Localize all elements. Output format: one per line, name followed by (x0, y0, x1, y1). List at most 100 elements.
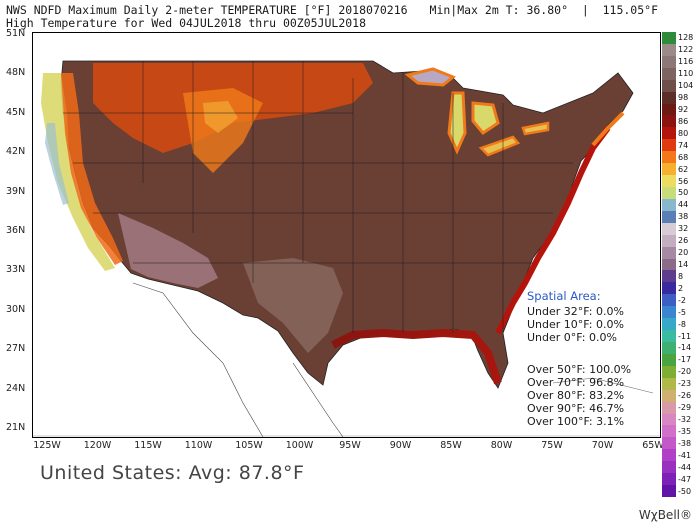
legend-swatch (662, 187, 676, 199)
legend-entry: -23 (662, 377, 698, 390)
legend-label: -38 (678, 438, 692, 448)
min-max-readout: Min|Max 2m T: 36.80° | 115.05°F (429, 3, 658, 17)
california-orange (61, 73, 123, 265)
legend-entry: 8 (662, 270, 698, 283)
legend-entry: 74 (662, 139, 698, 152)
lon-label: 115W (134, 440, 162, 451)
legend-entry: 86 (662, 115, 698, 128)
legend-label: 92 (678, 104, 689, 114)
legend-swatch (662, 473, 676, 486)
lon-label: 120W (83, 440, 112, 451)
legend-swatch (662, 401, 676, 414)
legend-swatch (662, 151, 676, 164)
stat-under-32: Under 32°F: 0.0% (527, 305, 624, 318)
lon-label: 95W (339, 440, 361, 451)
gulf-coast-band (331, 328, 502, 385)
lake-erie (478, 135, 521, 157)
legend-entry: 50 (662, 187, 698, 199)
legend-entry: -50 (662, 485, 698, 497)
legend-label: 80 (678, 128, 689, 138)
legend-label: 62 (678, 164, 689, 174)
legend-swatch (662, 461, 676, 474)
lon-label: 85W (440, 440, 462, 451)
legend-label: 74 (678, 140, 689, 150)
legend-entry: 92 (662, 103, 698, 116)
texas-region (243, 258, 343, 353)
legend-entry: 44 (662, 198, 698, 211)
legend-entry: 80 (662, 127, 698, 140)
legend-entry: -5 (662, 306, 698, 319)
legend-swatch (662, 413, 676, 426)
legend-entry: 14 (662, 258, 698, 271)
legend-label: 50 (678, 188, 689, 198)
legend-entry: -11 (662, 330, 698, 342)
legend-entry: -8 (662, 318, 698, 331)
pacific-coast-cool (41, 73, 115, 271)
legend-swatch (662, 139, 676, 152)
legend-swatch (662, 425, 676, 438)
legend-entry: -14 (662, 342, 698, 354)
legend-entry: 32 (662, 222, 698, 235)
legend-label: 86 (678, 116, 689, 126)
legend-label: 68 (678, 152, 689, 162)
legend-label: 38 (678, 212, 689, 222)
stat-over-50: Over 50°F: 100.0% (527, 363, 632, 376)
legend-swatch (662, 389, 676, 402)
legend-label: 8 (678, 271, 684, 281)
legend-swatch (662, 79, 676, 92)
legend-swatch (662, 330, 676, 342)
lon-label: 70W (591, 440, 614, 451)
legend-entry: -35 (662, 425, 698, 438)
lat-label: 27N (6, 343, 26, 355)
lat-label: 42N (6, 146, 26, 158)
mexico-east-coastline (292, 362, 344, 437)
lon-label: 65W (642, 440, 664, 451)
legend-swatch (662, 437, 676, 450)
legend-label: -35 (678, 426, 692, 436)
legend-swatch (662, 485, 676, 497)
atlantic-coast-band (495, 126, 611, 335)
legend-swatch (662, 32, 676, 44)
map-subtitle: High Temperature for Wed 04JUL2018 thru … (6, 16, 367, 30)
lat-label: 24N (6, 382, 26, 394)
legend-label: -14 (678, 343, 692, 353)
legend-entry: 122 (662, 43, 698, 56)
lat-label: 48N (6, 67, 26, 79)
legend-entry: -29 (662, 401, 698, 414)
legend-swatch (662, 306, 676, 319)
legend-swatch (662, 294, 676, 307)
legend-label: -20 (678, 367, 692, 377)
stat-over-70: Over 70°F: 96.8% (527, 376, 625, 389)
new-england-coast (591, 111, 625, 147)
legend-entry: 98 (662, 91, 698, 104)
legend-swatch (662, 67, 676, 80)
legend-entry: -26 (662, 389, 698, 402)
legend-entry: -41 (662, 449, 698, 462)
lake-ontario (521, 121, 550, 136)
lat-label: 36N (6, 225, 26, 236)
temperature-legend: 128 122 116 110 104 98 92 86 80 74 68 62 56 50 44 38 32 2… (662, 32, 698, 497)
legend-swatch (662, 163, 676, 176)
legend-swatch (662, 210, 676, 223)
lon-label: 90W (389, 440, 412, 451)
legend-entry: 110 (662, 67, 698, 80)
legend-swatch (662, 222, 676, 235)
legend-entry: 38 (662, 210, 698, 223)
legend-entry: 62 (662, 163, 698, 176)
legend-entry: -2 (662, 294, 698, 307)
legend-swatch (662, 282, 676, 295)
legend-label: 14 (678, 259, 689, 269)
legend-swatch (662, 103, 676, 116)
map-title: NWS NDFD Maximum Daily 2-meter TEMPERATU… (6, 3, 408, 17)
legend-swatch (662, 246, 676, 259)
lat-label: 51N (6, 28, 26, 39)
legend-label: -50 (678, 486, 692, 496)
lon-label: 110W (184, 440, 213, 451)
legend-label: 32 (678, 224, 689, 234)
montana-yellow (203, 101, 238, 133)
legend-swatch (662, 175, 676, 187)
southwest-desert (118, 213, 218, 288)
legend-entry: 104 (662, 79, 698, 92)
spatial-area-stats: Spatial Area: Under 32°F: 0.0% Under 10°… (527, 290, 632, 429)
legend-swatch (662, 270, 676, 283)
